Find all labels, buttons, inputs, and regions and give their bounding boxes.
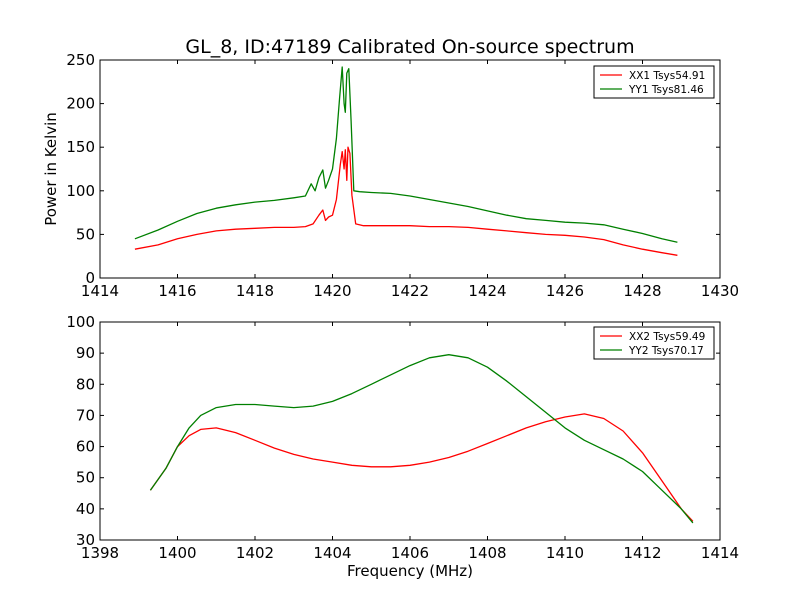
y-tick-label: 50 <box>76 225 95 243</box>
y-tick-label: 100 <box>66 313 95 331</box>
series-line-xx <box>134 146 678 256</box>
x-tick-label: 1424 <box>468 282 506 300</box>
x-tick-label: 1400 <box>158 544 196 562</box>
series-line-yy <box>149 354 694 524</box>
legend: XX1 Tsys54.91 YY1 Tsys81.46 <box>593 65 715 99</box>
legend-entry-label: YY1 Tsys81.46 <box>628 84 704 96</box>
series-line-xx <box>149 413 694 522</box>
x-tick-label: 1398 <box>81 544 119 562</box>
legend-entry-label: XX2 Tsys59.49 <box>629 331 705 343</box>
x-tick-label: 1414 <box>701 544 739 562</box>
x-tick-label: 1426 <box>546 282 584 300</box>
x-tick-label: 1404 <box>313 544 351 562</box>
x-tick-label: 1430 <box>701 282 739 300</box>
bottom-panel: 1398 1400 1402 1404 1406 1408 1410 1412 1414 30 40… <box>66 313 739 580</box>
series-line-yy <box>134 66 678 243</box>
y-axis-label: Power in Kelvin <box>42 112 60 226</box>
x-tick-label: 1416 <box>158 282 196 300</box>
x-tick-label: 1428 <box>623 282 661 300</box>
x-tick-label: 1406 <box>391 544 429 562</box>
y-tick-label: 0 <box>85 269 95 287</box>
figure-title: GL_8, ID:47189 Calibrated On-source spec… <box>185 36 634 58</box>
y-tick-label: 40 <box>76 500 95 518</box>
y-tick-label: 200 <box>66 95 95 113</box>
x-tick-label: 1402 <box>236 544 274 562</box>
x-tick-label: 1410 <box>546 544 584 562</box>
x-tick-label: 1420 <box>313 282 351 300</box>
top-panel: 1414 1416 1418 1420 1422 1424 1426 1428 1430 0 50 1… <box>42 51 739 300</box>
y-tick-label: 80 <box>76 375 95 393</box>
legend-entry-label: XX1 Tsys54.91 <box>629 70 705 82</box>
y-tick-label: 90 <box>76 344 95 362</box>
x-tick-label: 1418 <box>236 282 274 300</box>
y-tick-label: 30 <box>76 531 95 549</box>
legend-box <box>593 326 715 360</box>
y-tick-label: 50 <box>76 469 95 487</box>
legend-box <box>593 65 715 99</box>
y-tick-label: 100 <box>66 182 95 200</box>
x-tick-label: 1422 <box>391 282 429 300</box>
y-tick-label: 70 <box>76 406 95 424</box>
legend-entry-label: YY2 Tsys70.17 <box>628 345 704 357</box>
x-tick-label: 1414 <box>81 282 119 300</box>
x-tick-label: 1412 <box>623 544 661 562</box>
x-tick-label: 1408 <box>468 544 506 562</box>
x-axis-label: Frequency (MHz) <box>347 562 473 580</box>
y-tick-label: 250 <box>66 51 95 69</box>
y-tick-label: 150 <box>66 138 95 156</box>
legend: XX2 Tsys59.49 YY2 Tsys70.17 <box>593 326 715 360</box>
y-tick-label: 60 <box>76 438 95 456</box>
